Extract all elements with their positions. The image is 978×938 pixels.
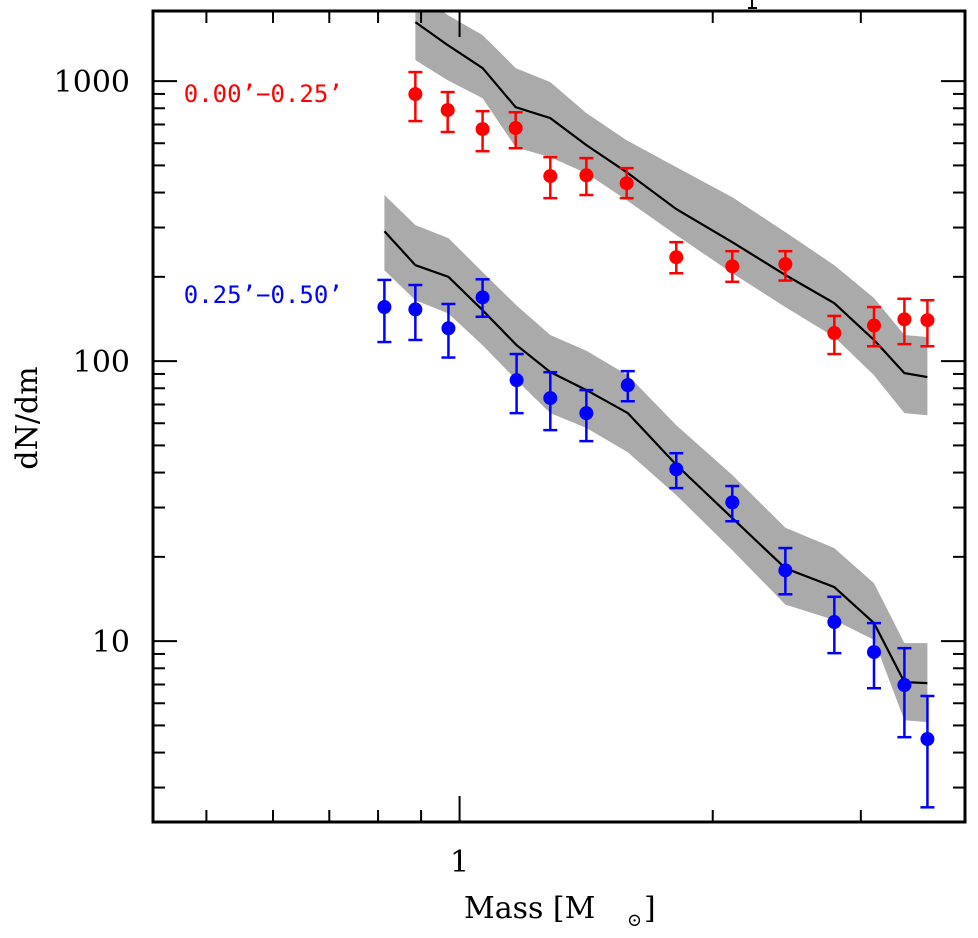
data-point (725, 249, 740, 284)
data-point (579, 156, 594, 197)
data-point (475, 278, 490, 319)
point-marker (725, 259, 740, 274)
point-marker (725, 495, 740, 510)
point-marker (827, 326, 842, 341)
data-point (669, 451, 684, 490)
point-marker (475, 290, 490, 305)
point-marker (440, 103, 455, 118)
series-label-inner: 0.00’−0.25’ (184, 80, 343, 108)
data-points (377, 70, 935, 809)
point-marker (543, 391, 558, 406)
tick-labels: 1 10 100 1000 (54, 65, 469, 880)
data-point (669, 240, 684, 275)
model-lines (383, 21, 928, 685)
point-marker (920, 313, 935, 328)
point-marker (669, 250, 684, 265)
y-tick-label: 10 (92, 625, 130, 660)
point-marker (827, 615, 842, 630)
data-point (620, 369, 635, 403)
x-axis-title: Mass [M ⊙ ] (464, 891, 656, 931)
y-tick-label: 1000 (54, 65, 130, 100)
data-point (475, 109, 490, 153)
point-marker (408, 302, 423, 317)
data-point (778, 249, 793, 282)
point-marker (475, 122, 490, 137)
point-marker (543, 169, 558, 184)
point-marker (669, 462, 684, 477)
model-band-0 (415, 11, 928, 416)
model-band-1 (384, 195, 928, 723)
data-point (920, 694, 935, 809)
x-axis-title-sun-symbol: ⊙ (627, 910, 642, 931)
data-point (408, 70, 423, 123)
point-marker (509, 373, 524, 388)
cropped-title-fragment (748, 0, 757, 9)
point-marker (920, 732, 935, 747)
point-marker (441, 321, 456, 336)
x-axis-title-main: Mass [M (464, 891, 595, 926)
y-tick-label: 100 (73, 345, 130, 380)
model-line-0 (414, 21, 928, 379)
data-point (377, 278, 392, 344)
model-bands (384, 11, 928, 723)
data-point (866, 305, 881, 348)
data-point (408, 283, 423, 342)
data-point (778, 546, 793, 596)
point-marker (866, 318, 881, 333)
data-point (441, 302, 456, 359)
point-marker (620, 378, 635, 393)
series-label-outer: 0.25’−0.50’ (184, 281, 343, 309)
point-marker (408, 87, 423, 102)
data-point (509, 352, 524, 415)
data-point (619, 166, 634, 200)
data-point (897, 297, 912, 346)
point-marker (778, 563, 793, 578)
model-line-1 (383, 230, 928, 685)
data-point (827, 595, 842, 655)
data-point (543, 155, 558, 200)
data-point (827, 314, 842, 356)
point-marker (897, 678, 912, 693)
x-axis-title-close: ] (644, 891, 656, 926)
axis-ticks (153, 11, 965, 822)
plot-frame (151, 9, 967, 824)
y-axis-title: dN/dm (10, 366, 45, 469)
data-point (725, 484, 740, 523)
data-point (543, 370, 558, 432)
point-marker (778, 257, 793, 272)
data-point (579, 388, 594, 443)
point-marker (579, 168, 594, 183)
data-point (897, 646, 912, 739)
data-point (440, 90, 455, 134)
point-marker (377, 300, 392, 315)
point-marker (508, 121, 523, 136)
point-marker (579, 406, 594, 421)
point-marker (866, 645, 881, 660)
data-point (508, 111, 523, 150)
data-point (866, 621, 881, 690)
data-point (920, 298, 935, 348)
point-marker (897, 312, 912, 327)
point-marker (619, 176, 634, 191)
x-tick-label: 1 (450, 845, 469, 880)
